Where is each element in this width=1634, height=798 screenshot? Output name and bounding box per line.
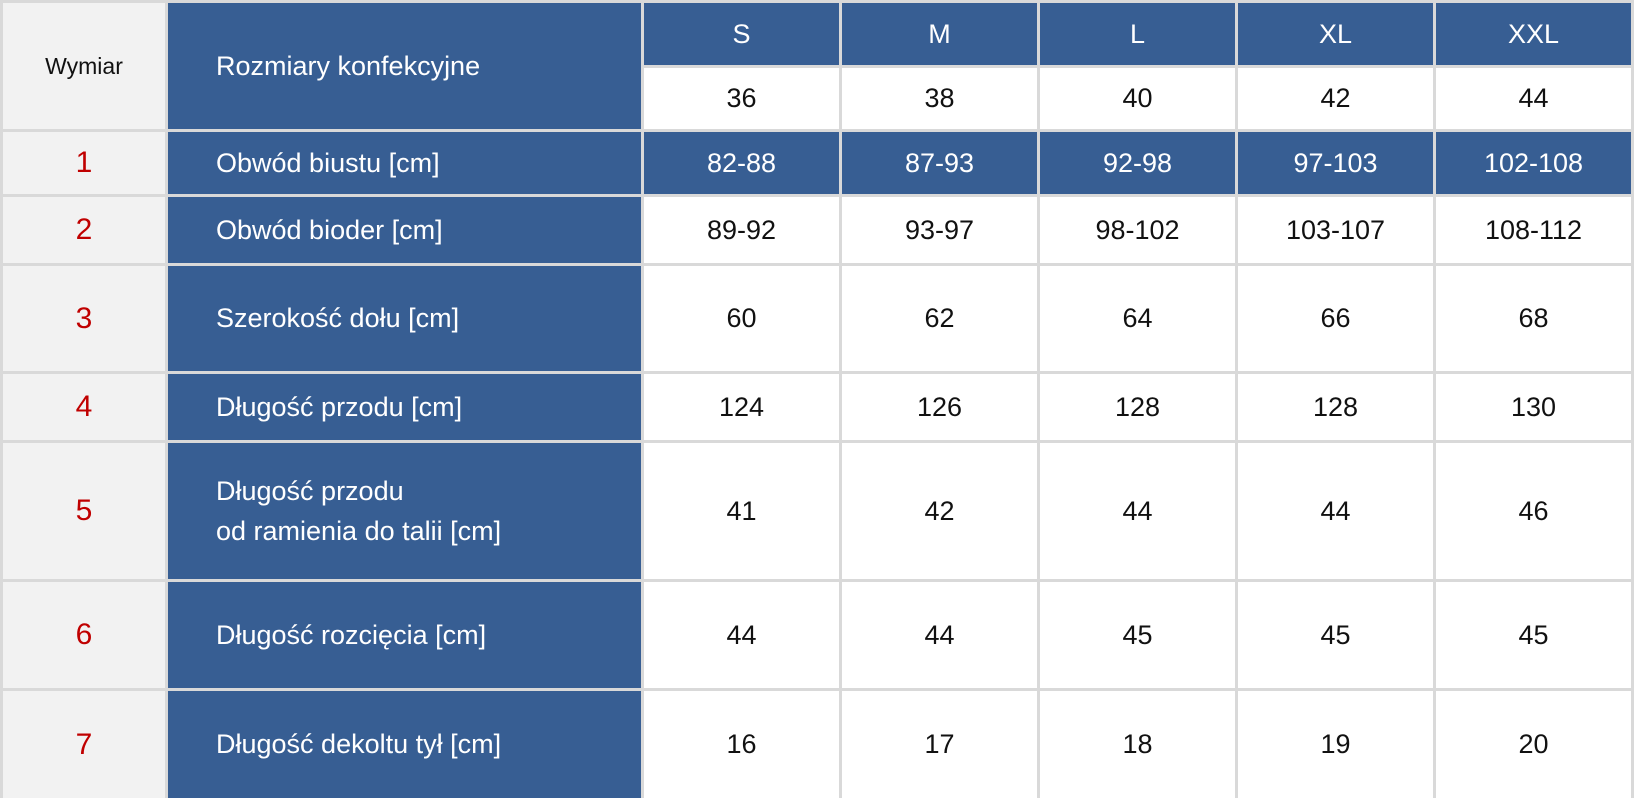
label-line: Długość przodu [216, 475, 404, 506]
eu-size: 44 [1433, 65, 1634, 132]
row-number: 6 [0, 579, 168, 691]
value-cell: 20 [1433, 688, 1634, 798]
value-cell: 44 [1037, 440, 1238, 582]
value-cell: 46 [1433, 440, 1634, 582]
table-row: 7 Długość dekoltu tył [cm] 16 17 18 19 20 [0, 688, 1634, 798]
value-cell: 87-93 [839, 129, 1040, 197]
label-line: Długość przodu [cm] [216, 391, 463, 422]
table-row: 36 38 40 42 44 [2, 65, 1634, 132]
label-header: Rozmiary konfekcyjne [165, 0, 644, 132]
row-number: 2 [0, 194, 168, 266]
value-cell: 45 [1433, 579, 1634, 691]
value-cell: 45 [1037, 579, 1238, 691]
row-label: Długość dekoltu tył [cm] [165, 688, 644, 798]
value-cell: 41 [641, 440, 842, 582]
value-cell: 44 [641, 579, 842, 691]
value-cell: 128 [1235, 371, 1436, 443]
value-cell: 126 [839, 371, 1040, 443]
table-row: 3 Szerokość dołu [cm] 60 62 64 66 68 [0, 263, 1634, 374]
value-cell: 18 [1037, 688, 1238, 798]
label-line: Szerokość dołu [cm] [216, 303, 460, 334]
table-row: 1 Obwód biustu [cm] 82-88 87-93 92-98 97-103 1… [0, 129, 1634, 197]
value-cell: 102-108 [1433, 129, 1634, 197]
row-number: 1 [0, 129, 168, 197]
value-cell: 103-107 [1235, 194, 1436, 266]
row-number: 3 [0, 263, 168, 374]
value-cell: 42 [839, 440, 1040, 582]
row-number: 4 [0, 371, 168, 443]
value-cell: 45 [1235, 579, 1436, 691]
eu-size: 42 [1235, 65, 1436, 132]
label-line: od ramienia do talii [cm] [216, 516, 502, 546]
table-row: 5 Długość przodu od ramienia do talii [cm]… [0, 440, 1634, 582]
row-label: Obwód bioder [cm] [165, 194, 644, 266]
size-header: S [641, 0, 842, 68]
row-label: Szerokość dołu [cm] [165, 263, 644, 374]
value-cell: 92-98 [1037, 129, 1238, 197]
dimension-header: Wymiar [0, 0, 168, 132]
value-cell: 128 [1037, 371, 1238, 443]
row-label: Obwód biustu [cm] [165, 129, 644, 197]
value-cell: 130 [1433, 371, 1634, 443]
value-cell: 93-97 [839, 194, 1040, 266]
table-row: 2 Obwód bioder [cm] 89-92 93-97 98-102 103-10… [0, 194, 1634, 266]
row-label: Długość przodu od ramienia do talii [cm] [165, 440, 644, 582]
value-cell: 60 [641, 263, 842, 374]
eu-size: 36 [641, 65, 842, 132]
row-label: Długość rozcięcia [cm] [165, 579, 644, 691]
value-cell: 89-92 [641, 194, 842, 266]
value-cell: 17 [839, 688, 1040, 798]
value-cell: 16 [641, 688, 842, 798]
label-line: Obwód biustu [cm] [216, 147, 440, 178]
value-cell: 98-102 [1037, 194, 1238, 266]
value-cell: 68 [1433, 263, 1634, 374]
value-cell: 62 [839, 263, 1040, 374]
value-cell: 19 [1235, 688, 1436, 798]
row-number: 5 [0, 440, 168, 582]
value-cell: 44 [839, 579, 1040, 691]
label-line: Obwód bioder [cm] [216, 214, 443, 245]
label-line: Długość dekoltu tył [cm] [216, 729, 502, 760]
table-row: Wymiar Rozmiary konfekcyjne S M L XL XXL [0, 0, 1634, 132]
eu-size: 40 [1037, 65, 1238, 132]
size-header: XL [1235, 0, 1436, 68]
value-cell: 97-103 [1235, 129, 1436, 197]
size-header: L [1037, 0, 1238, 68]
value-cell: 124 [641, 371, 842, 443]
label-line: Długość rozcięcia [cm] [216, 619, 487, 650]
size-header: M [839, 0, 1040, 68]
table-row: 6 Długość rozcięcia [cm] 44 44 45 45 45 [0, 579, 1634, 691]
value-cell: 44 [1235, 440, 1436, 582]
value-cell: 64 [1037, 263, 1238, 374]
value-cell: 108-112 [1433, 194, 1634, 266]
value-cell: 82-88 [641, 129, 842, 197]
table-row: 4 Długość przodu [cm] 124 126 128 128 130 [0, 371, 1634, 443]
row-number: 7 [0, 688, 168, 798]
value-cell: 66 [1235, 263, 1436, 374]
row-label: Długość przodu [cm] [165, 371, 644, 443]
eu-size: 38 [839, 65, 1040, 132]
size-header: XXL [1433, 0, 1634, 68]
